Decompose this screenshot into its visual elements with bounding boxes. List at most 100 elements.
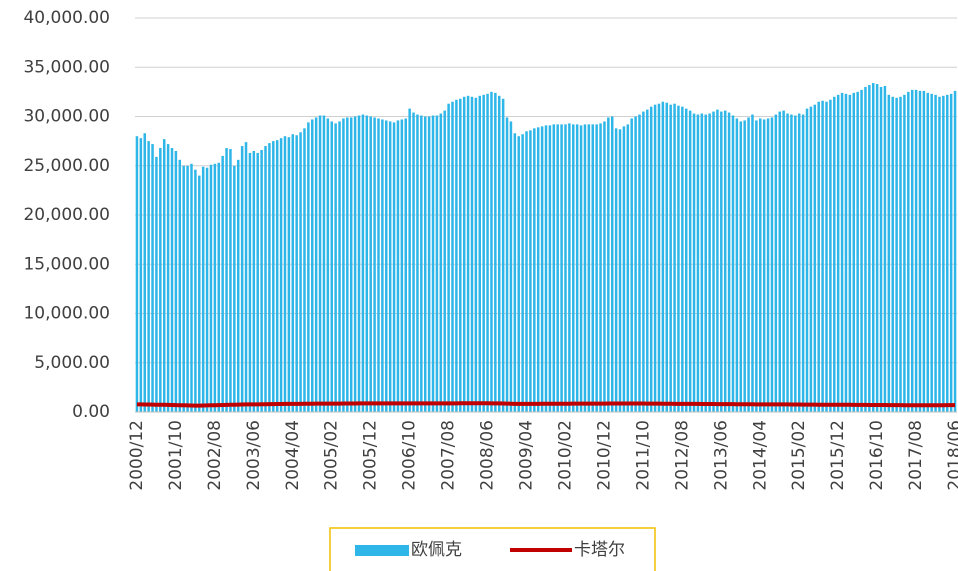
bar bbox=[233, 165, 236, 412]
bar bbox=[579, 125, 583, 413]
bar bbox=[844, 93, 848, 412]
bar bbox=[381, 119, 384, 412]
bar bbox=[213, 163, 217, 412]
bar bbox=[439, 113, 443, 413]
bar bbox=[575, 124, 579, 412]
bar bbox=[490, 91, 493, 412]
bar bbox=[462, 96, 466, 413]
bar bbox=[529, 130, 532, 413]
bar bbox=[770, 117, 774, 413]
bar bbox=[509, 121, 513, 413]
bar bbox=[684, 108, 688, 413]
bar bbox=[349, 117, 353, 413]
bar bbox=[661, 101, 665, 412]
bar bbox=[860, 89, 863, 412]
bar bbox=[747, 117, 750, 413]
bar bbox=[548, 125, 552, 413]
bar bbox=[505, 117, 509, 413]
bar bbox=[829, 99, 832, 412]
bar bbox=[875, 83, 879, 413]
bar bbox=[587, 124, 591, 412]
bar bbox=[236, 159, 240, 412]
y-tick-label: 0.00 bbox=[72, 402, 110, 422]
bar bbox=[373, 117, 376, 413]
bar bbox=[868, 84, 871, 412]
bar bbox=[198, 175, 201, 412]
bar bbox=[459, 98, 462, 413]
bar bbox=[821, 100, 824, 413]
bar bbox=[466, 95, 470, 412]
bar bbox=[260, 149, 263, 413]
bar bbox=[930, 93, 933, 412]
bar bbox=[295, 135, 298, 412]
x-tick-label: 2013/06 bbox=[711, 420, 731, 491]
bar bbox=[739, 121, 743, 413]
bar bbox=[451, 101, 454, 412]
bar bbox=[949, 93, 953, 412]
bar bbox=[209, 164, 213, 412]
bar bbox=[673, 103, 676, 412]
x-tick-label: 2016/10 bbox=[867, 420, 887, 491]
bar bbox=[279, 138, 283, 413]
bar bbox=[692, 113, 696, 413]
bar bbox=[700, 113, 704, 413]
bar bbox=[871, 83, 875, 412]
bar bbox=[369, 116, 372, 412]
bar bbox=[918, 90, 922, 412]
bar bbox=[486, 93, 489, 412]
bar bbox=[326, 118, 330, 412]
bar bbox=[610, 116, 614, 412]
bar bbox=[162, 139, 166, 412]
x-tick-label: 2007/08 bbox=[439, 420, 459, 491]
bar bbox=[743, 120, 746, 412]
bar bbox=[946, 94, 949, 412]
bar bbox=[338, 121, 341, 413]
bar bbox=[755, 120, 758, 412]
bar bbox=[268, 143, 271, 412]
bar bbox=[533, 128, 536, 412]
bar bbox=[564, 124, 567, 412]
bar bbox=[498, 95, 501, 412]
bar bbox=[283, 136, 287, 412]
bar bbox=[521, 134, 524, 413]
bar bbox=[634, 116, 637, 412]
bar bbox=[478, 95, 482, 412]
bar bbox=[423, 116, 427, 412]
bar bbox=[225, 148, 228, 412]
bar bbox=[420, 115, 423, 412]
bar bbox=[903, 94, 906, 412]
bar bbox=[314, 117, 318, 413]
x-tick-label: 2017/08 bbox=[906, 420, 926, 491]
bar bbox=[470, 96, 474, 413]
bar bbox=[688, 110, 692, 412]
bar bbox=[217, 162, 221, 412]
bar bbox=[400, 119, 404, 412]
bar bbox=[883, 85, 887, 412]
bar bbox=[642, 111, 645, 412]
bar bbox=[934, 94, 937, 412]
x-tick-label: 2008/06 bbox=[478, 420, 498, 491]
bar bbox=[704, 114, 707, 412]
bar bbox=[938, 96, 941, 413]
bar bbox=[646, 109, 649, 412]
bar bbox=[272, 141, 275, 412]
bar bbox=[330, 121, 333, 413]
bar bbox=[334, 123, 337, 413]
bar bbox=[735, 118, 739, 412]
bar bbox=[782, 110, 785, 412]
bar bbox=[712, 111, 715, 412]
bar bbox=[455, 99, 458, 412]
bar bbox=[568, 123, 571, 413]
bar bbox=[135, 136, 139, 412]
bar bbox=[221, 155, 224, 412]
bar bbox=[638, 114, 641, 412]
bar bbox=[591, 124, 594, 412]
bar bbox=[170, 148, 174, 412]
bar bbox=[914, 89, 918, 412]
bar bbox=[139, 138, 143, 413]
bar bbox=[599, 123, 602, 413]
bar bbox=[630, 118, 633, 412]
x-tick-label: 2000/12 bbox=[127, 420, 147, 491]
bar bbox=[653, 104, 657, 413]
